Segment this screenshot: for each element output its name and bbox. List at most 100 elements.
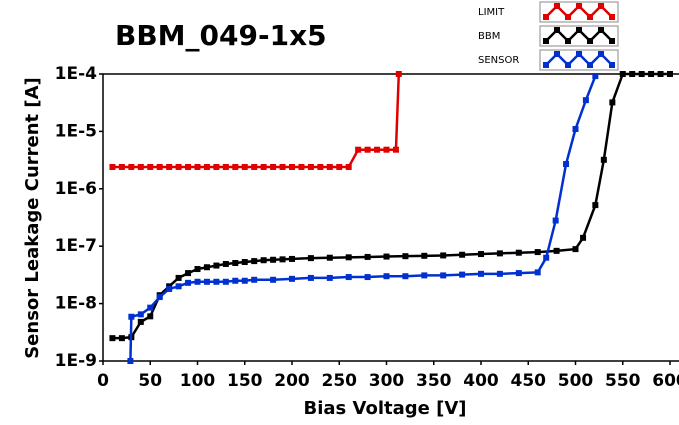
data-point [289,275,295,282]
data-point [496,270,503,277]
data-point [279,163,286,170]
data-point [128,163,135,170]
data-point [232,259,239,266]
data-point [592,73,599,80]
chart-title: BBM_049-1x5 [115,19,327,52]
legend-marker [543,14,549,20]
data-point [213,278,220,285]
data-point [572,246,579,253]
data-point [392,146,399,153]
legend-marker [565,62,571,68]
x-tick-label: 500 [558,371,594,391]
data-point [251,163,258,170]
x-tick-label: 300 [369,371,405,391]
legend-marker [587,38,593,44]
x-tick-label: 400 [463,371,499,391]
x-tick-label: 200 [274,371,310,391]
data-point [260,257,267,264]
data-point [421,252,428,259]
data-point [515,249,522,256]
data-point [582,97,589,104]
x-tick-label: 50 [138,371,162,391]
y-tick-label: 1E-8 [55,294,97,314]
x-tick-label: 0 [97,371,109,391]
data-point [166,285,173,292]
data-point [345,274,352,281]
legend-marker [609,14,615,20]
data-point [222,260,229,267]
legend-marker [598,51,604,57]
data-point [638,71,645,77]
data-point [421,272,428,279]
x-tick-label: 600 [652,371,679,391]
legend-marker [543,38,549,44]
data-point [194,278,201,285]
data-point [118,163,125,170]
x-tick-label: 100 [180,371,216,391]
data-point [496,250,503,257]
data-point [166,163,173,170]
data-point [147,304,154,311]
data-point [563,161,570,168]
data-point [203,163,210,170]
data-point [609,99,616,106]
legend-marker [587,14,593,20]
legend-marker [554,27,560,33]
data-point [667,71,673,77]
data-point [629,71,636,77]
data-point [364,146,371,153]
data-point [222,278,229,285]
data-point [260,163,267,170]
data-point [232,163,239,170]
data-point [241,163,248,170]
data-point [345,254,352,261]
y-tick-label: 1E-4 [55,64,97,84]
data-point [553,247,560,254]
y-tick-label: 1E-9 [55,351,97,371]
data-point [619,71,626,77]
data-point [383,253,390,260]
data-point [364,253,371,260]
data-point [156,163,163,170]
data-point [374,146,381,153]
data-point [109,335,116,342]
data-point [355,146,362,153]
data-point [203,278,210,285]
data-point [194,266,201,273]
data-point [459,271,466,278]
data-point [402,273,409,280]
legend-label: LIMIT [478,7,505,18]
data-point [109,163,116,170]
y-axis-label: Sensor Leakage Current [A] [22,77,43,359]
legend-marker [609,62,615,68]
legend-marker [543,62,549,68]
legend-marker [554,51,560,57]
legend-marker [598,27,604,33]
data-point [251,258,258,265]
legend-marker [576,27,582,33]
data-point [307,163,314,170]
data-point [580,234,587,241]
data-point [213,163,220,170]
data-point [185,279,192,286]
x-tick-label: 550 [605,371,641,391]
data-point [128,313,135,320]
legend-marker [609,38,615,44]
data-point [147,313,154,320]
y-tick-label: 1E-6 [55,179,97,199]
x-tick-label: 250 [322,371,358,391]
data-point [326,163,333,170]
data-point [383,273,390,280]
data-point [241,277,248,284]
data-point [232,277,239,284]
x-axis-label: Bias Voltage [V] [304,398,467,419]
legend-marker [576,3,582,9]
data-point [478,270,484,277]
data-point [317,163,324,170]
x-tick-label: 450 [511,371,547,391]
data-point [648,71,655,77]
data-point [326,254,333,261]
data-point [194,163,201,170]
